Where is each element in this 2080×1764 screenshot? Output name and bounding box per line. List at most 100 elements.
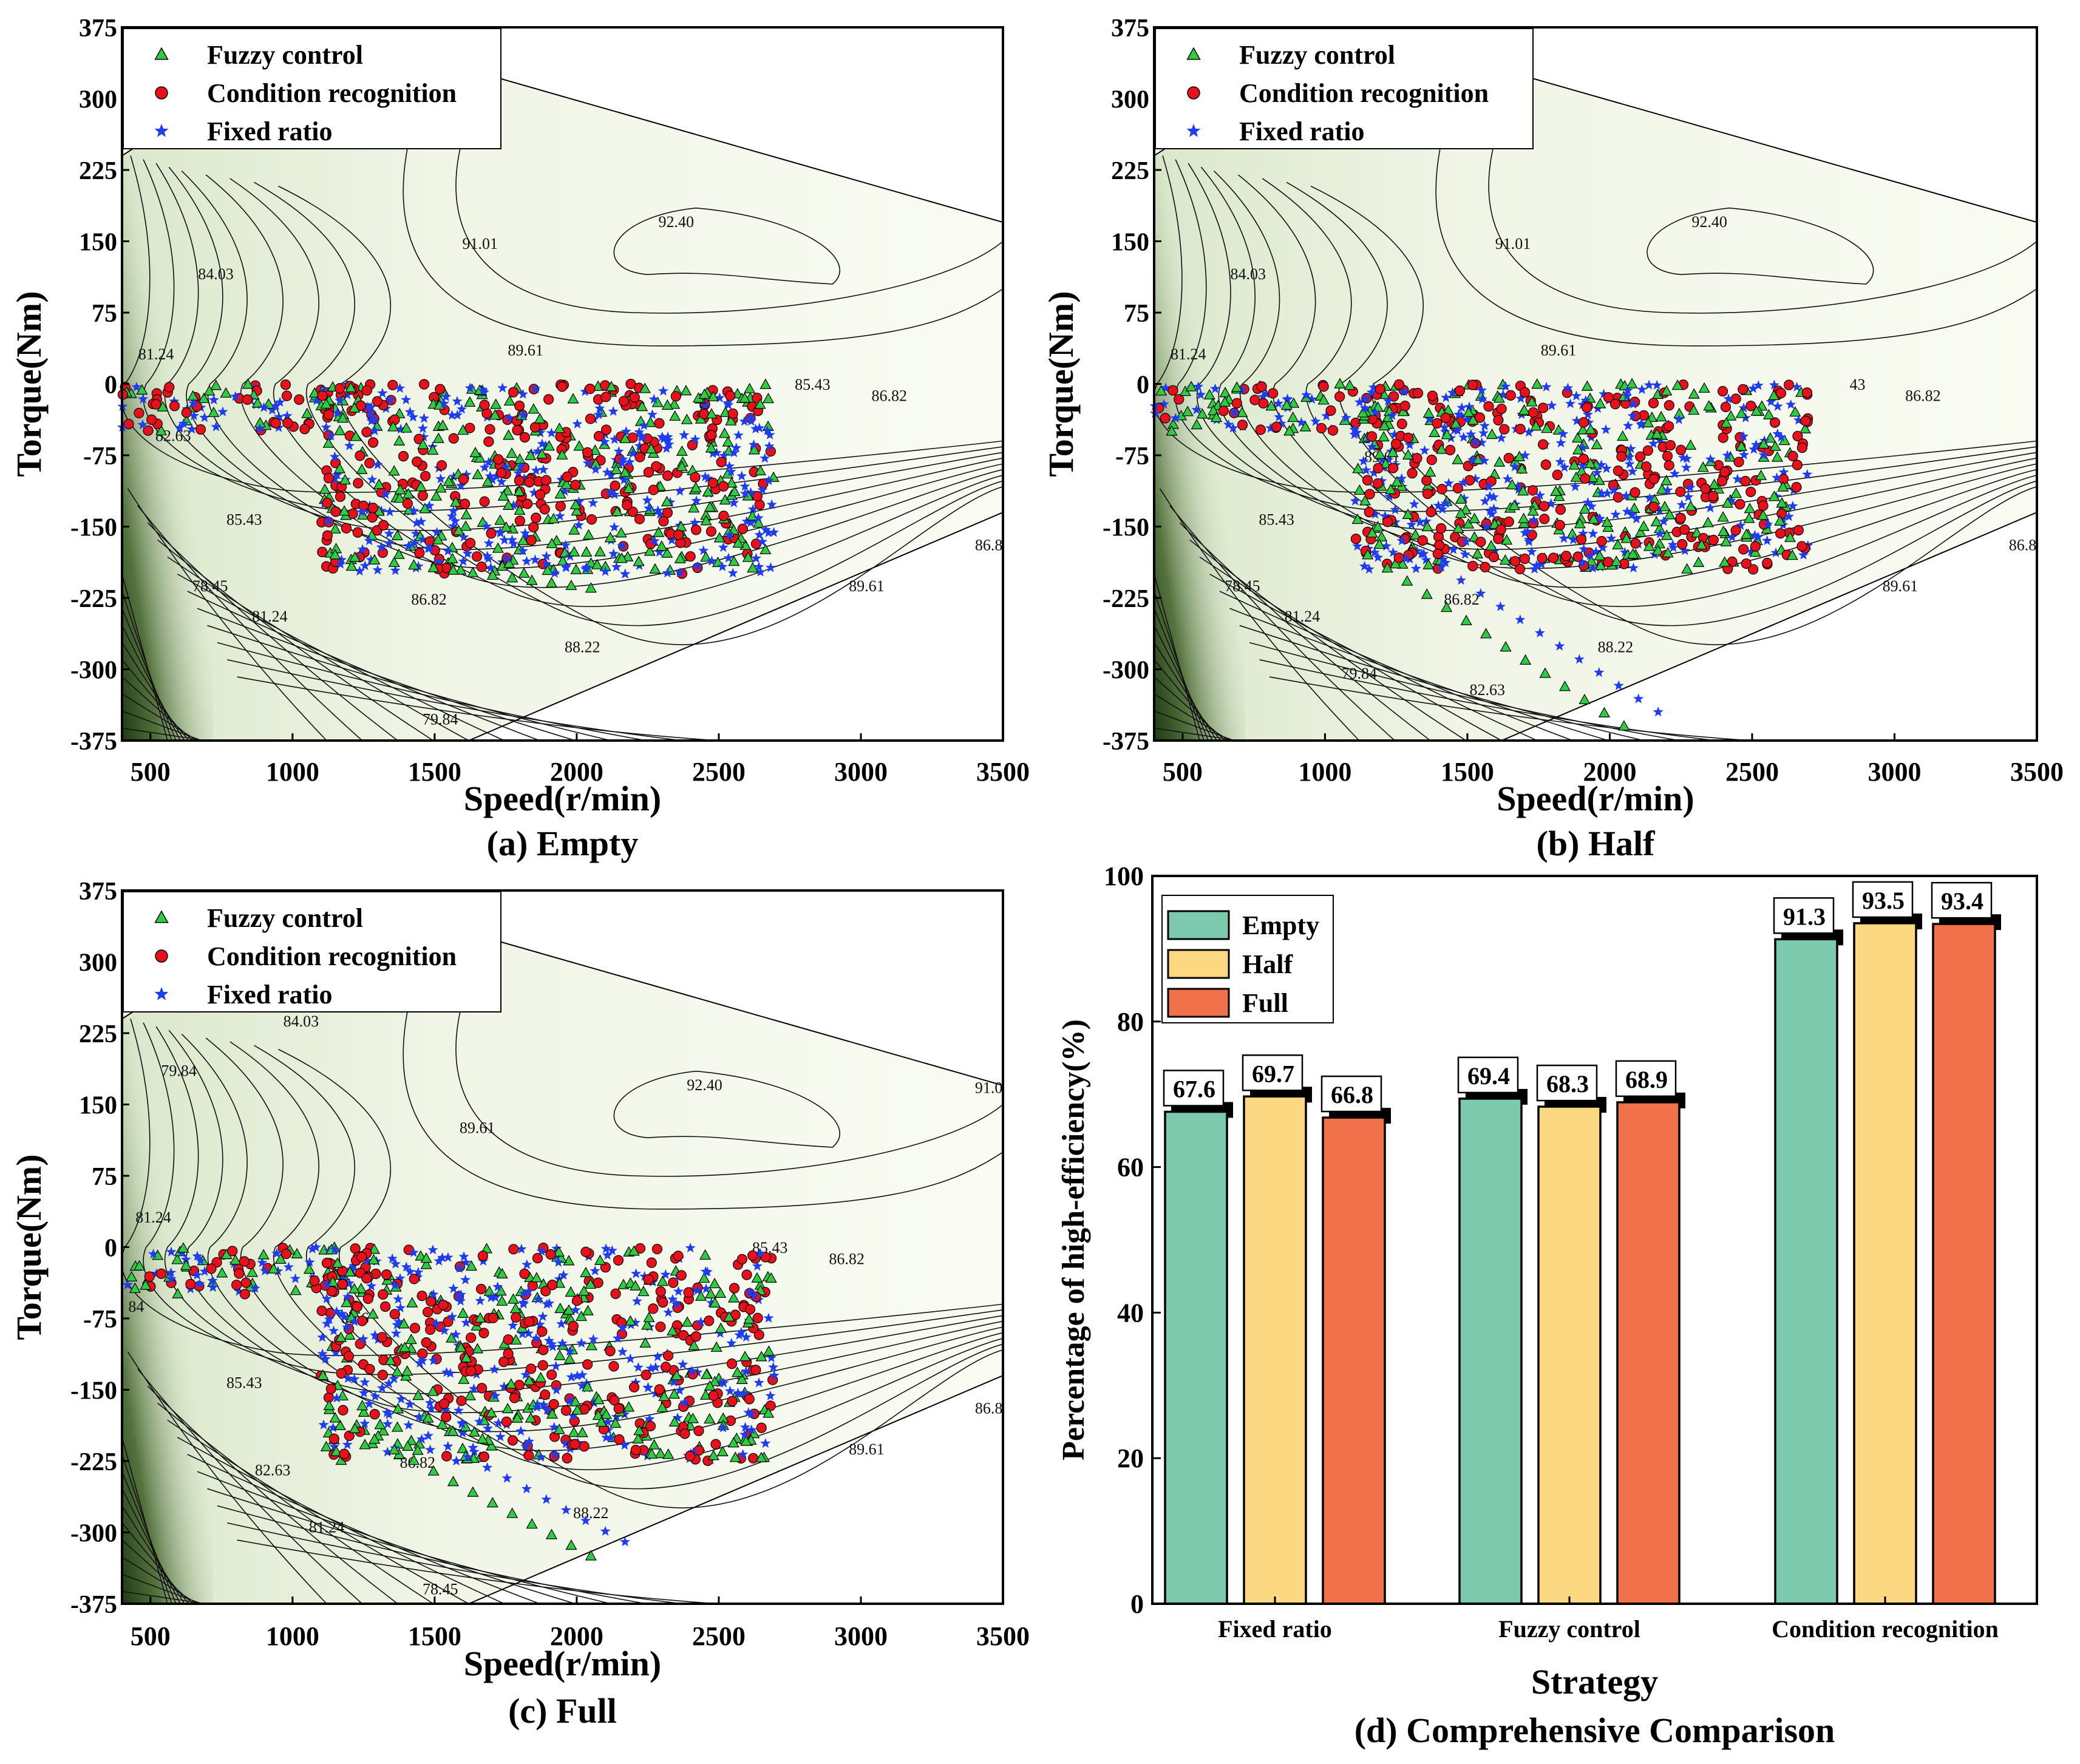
point-fuzzy-control (490, 398, 502, 409)
point-fuzzy-control (198, 392, 210, 403)
point-condition-recognition (398, 451, 409, 462)
point-condition-recognition (1603, 392, 1614, 403)
point-fuzzy-control (329, 549, 341, 560)
point-fuzzy-control (374, 1419, 386, 1430)
point-fuzzy-control (171, 1253, 183, 1264)
point-fuzzy-control (594, 546, 607, 557)
contour-line (1229, 608, 1609, 741)
point-fixed-ratio (1585, 550, 1596, 560)
point-fuzzy-control (565, 579, 577, 591)
point-fuzzy-control (658, 1390, 670, 1402)
point-fixed-ratio (1496, 432, 1507, 443)
point-fixed-ratio (647, 409, 658, 419)
point-fuzzy-control (329, 523, 341, 534)
point-condition-recognition (1748, 564, 1759, 575)
panel-caption: (d) Comprehensive Comparison (1354, 1711, 1835, 1750)
x-tick-label: 3500 (2010, 757, 2064, 787)
point-fixed-ratio (376, 541, 387, 552)
x-axis-title: Strategy (1531, 1662, 1658, 1701)
point-condition-recognition (1327, 425, 1339, 436)
point-fuzzy-control (257, 1249, 270, 1260)
point-fixed-ratio (516, 1243, 527, 1254)
point-fixed-ratio (411, 517, 422, 528)
point-fixed-ratio (395, 382, 406, 393)
point-condition-recognition (1387, 463, 1399, 473)
point-condition-recognition (534, 489, 546, 500)
contour-line (1154, 710, 1234, 741)
point-fixed-ratio (1523, 534, 1534, 544)
contour-label: 84.03 (284, 1013, 319, 1030)
bar-value-label: 91.3 (1783, 903, 1826, 930)
point-fuzzy-control (505, 1378, 517, 1389)
contour-line (1286, 181, 2038, 626)
point-fixed-ratio (1541, 381, 1552, 392)
point-condition-recognition (1641, 461, 1652, 472)
point-condition-recognition (1167, 385, 1178, 396)
point-fixed-ratio (207, 1275, 218, 1286)
point-fixed-ratio (763, 1312, 774, 1323)
point-fixed-ratio (620, 426, 631, 436)
point-fuzzy-control (494, 514, 506, 525)
point-fixed-ratio (495, 528, 506, 538)
point-fixed-ratio (1738, 402, 1749, 413)
point-fixed-ratio (1396, 473, 1407, 483)
y-tick-label: 375 (1111, 15, 1149, 42)
point-fixed-ratio (423, 1430, 433, 1440)
point-fixed-ratio (702, 473, 713, 483)
point-condition-recognition (1362, 475, 1373, 486)
point-fuzzy-control (1584, 457, 1597, 469)
point-fixed-ratio (714, 392, 725, 402)
point-condition-recognition (750, 1365, 761, 1376)
point-fixed-ratio (1577, 442, 1588, 453)
point-fixed-ratio (1210, 383, 1221, 393)
bar (1774, 938, 1838, 1605)
point-fixed-ratio (474, 1416, 485, 1426)
contour-line (181, 170, 1004, 569)
contour-line (229, 178, 1004, 608)
point-condition-recognition (654, 1384, 665, 1395)
point-fixed-ratio (321, 1293, 332, 1303)
point-fuzzy-control (408, 559, 420, 570)
point-fuzzy-control (1786, 549, 1798, 560)
point-fixed-ratio (1577, 557, 1588, 568)
point-condition-recognition (507, 1435, 518, 1446)
point-fixed-ratio (1436, 561, 1447, 572)
point-fuzzy-control (554, 1302, 566, 1314)
point-fuzzy-control (1480, 628, 1492, 639)
point-fuzzy-control (430, 490, 443, 501)
point-fixed-ratio (370, 1329, 381, 1340)
point-fuzzy-control (348, 1422, 361, 1433)
point-fixed-ratio (1389, 429, 1400, 439)
point-fuzzy-control (705, 442, 717, 453)
point-fixed-ratio (1783, 511, 1795, 521)
x-tick-label: 2500 (1725, 757, 1779, 787)
point-fixed-ratio (382, 1419, 393, 1429)
point-fuzzy-control (715, 1287, 727, 1298)
point-condition-recognition (658, 1297, 668, 1308)
point-fixed-ratio (403, 540, 414, 551)
contour-line (1154, 591, 1205, 741)
point-fuzzy-control (501, 1402, 514, 1414)
point-condition-recognition (1483, 401, 1494, 412)
point-fixed-ratio (194, 1278, 205, 1289)
point-fixed-ratio (1619, 547, 1630, 557)
point-condition-recognition (641, 1369, 651, 1380)
point-fuzzy-control (220, 387, 232, 398)
point-fuzzy-control (457, 1442, 469, 1453)
y-tick-label: -75 (83, 443, 117, 470)
point-fixed-ratio (490, 1292, 501, 1302)
point-fuzzy-control (447, 1425, 459, 1436)
point-condition-recognition (741, 1269, 752, 1280)
x-tick-label: 1000 (266, 757, 319, 787)
point-fixed-ratio (534, 1319, 545, 1329)
contour-line (1153, 155, 2038, 493)
point-fuzzy-control (126, 1270, 138, 1281)
point-fixed-ratio (1381, 540, 1392, 551)
point-condition-recognition (629, 392, 640, 403)
point-condition-recognition (336, 1368, 347, 1379)
point-fixed-ratio (1421, 554, 1432, 565)
point-condition-recognition (1548, 552, 1559, 563)
point-fixed-ratio (608, 548, 619, 558)
point-fixed-ratio (1753, 380, 1764, 390)
point-fuzzy-control (763, 1345, 775, 1356)
